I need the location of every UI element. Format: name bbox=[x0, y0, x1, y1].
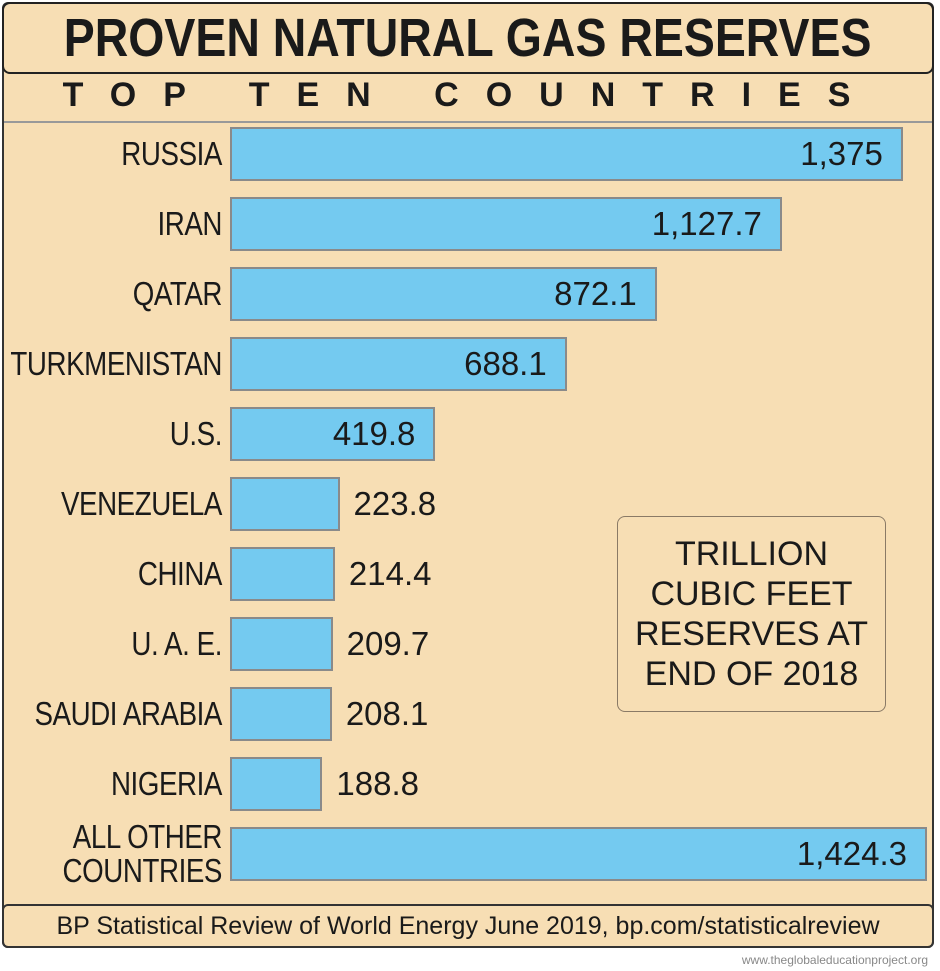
bar bbox=[230, 267, 657, 321]
category-label: U. A. E. bbox=[131, 625, 222, 662]
bar bbox=[230, 757, 323, 811]
bar bbox=[230, 617, 333, 671]
category-label: U.S. bbox=[169, 415, 223, 452]
value-label: 1,424.3 bbox=[796, 835, 907, 872]
bar bbox=[230, 127, 903, 181]
value-label: 188.8 bbox=[336, 765, 419, 802]
category-label: NIGERIA bbox=[110, 765, 222, 802]
source: BP Statistical Review of World Energy Ju… bbox=[2, 904, 934, 948]
value-label: 1,127.7 bbox=[651, 205, 762, 242]
value-label: 208.1 bbox=[345, 695, 429, 732]
category-label: CHINA bbox=[137, 555, 223, 592]
chart-title: PROVEN NATURAL GAS RESERVES bbox=[64, 8, 872, 68]
value-label: 223.8 bbox=[353, 485, 437, 522]
bar bbox=[230, 827, 927, 881]
bar bbox=[230, 337, 567, 391]
bar bbox=[230, 547, 335, 601]
unit-note: TRILLION CUBIC FEET RESERVES AT END OF 2… bbox=[617, 516, 886, 712]
value-label: 688.1 bbox=[464, 345, 547, 382]
category-label: SAUDI ARABIA bbox=[34, 695, 222, 732]
category-label: TURKMENISTAN bbox=[10, 345, 222, 382]
value-label: 419.8 bbox=[332, 415, 416, 452]
value-label: 214.4 bbox=[348, 555, 432, 592]
category-label: VENEZUELA bbox=[60, 485, 222, 522]
chart-subtitle: TOP TEN COUNTRIES bbox=[62, 76, 878, 114]
category-label: ALL OTHER COUNTRIES bbox=[62, 818, 223, 889]
watermark: www.theglobaleducationproject.org bbox=[741, 953, 928, 967]
category-label: IRAN bbox=[157, 205, 222, 242]
category-label: QATAR bbox=[132, 275, 223, 312]
title-box: PROVEN NATURAL GAS RESERVES bbox=[2, 2, 934, 74]
value-label: 1,375 bbox=[800, 135, 883, 172]
bar bbox=[230, 477, 340, 531]
bar bbox=[230, 407, 436, 461]
value-label: 872.1 bbox=[554, 275, 637, 312]
bar bbox=[230, 687, 332, 741]
value-label: 209.7 bbox=[346, 625, 430, 662]
bar bbox=[230, 197, 782, 251]
divider bbox=[4, 121, 932, 123]
category-label: RUSSIA bbox=[121, 135, 222, 172]
